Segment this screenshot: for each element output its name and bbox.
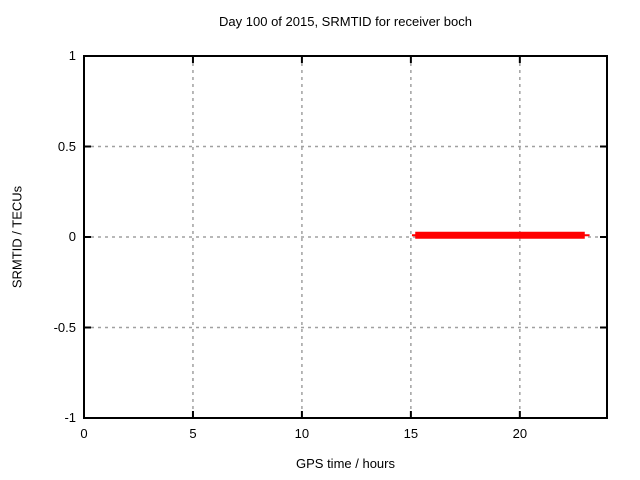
x-tick-label: 15: [403, 426, 419, 441]
x-axis-label: GPS time / hours: [296, 456, 395, 471]
y-tick-label: 0.5: [57, 138, 76, 154]
y-tick-label: 1: [68, 48, 76, 63]
plot-area: [83, 55, 608, 419]
x-tick-label: 0: [80, 426, 88, 441]
x-tick-label: 20: [512, 426, 528, 441]
y-tick-label: -0.5: [53, 319, 76, 335]
x-tick-label: 10: [294, 426, 310, 441]
y-tick-label: 0: [68, 229, 76, 244]
y-tick-label: -1: [64, 410, 76, 425]
x-tick-label: 5: [189, 426, 197, 441]
chart-title: Day 100 of 2015, SRMTID for receiver boc…: [219, 14, 472, 29]
